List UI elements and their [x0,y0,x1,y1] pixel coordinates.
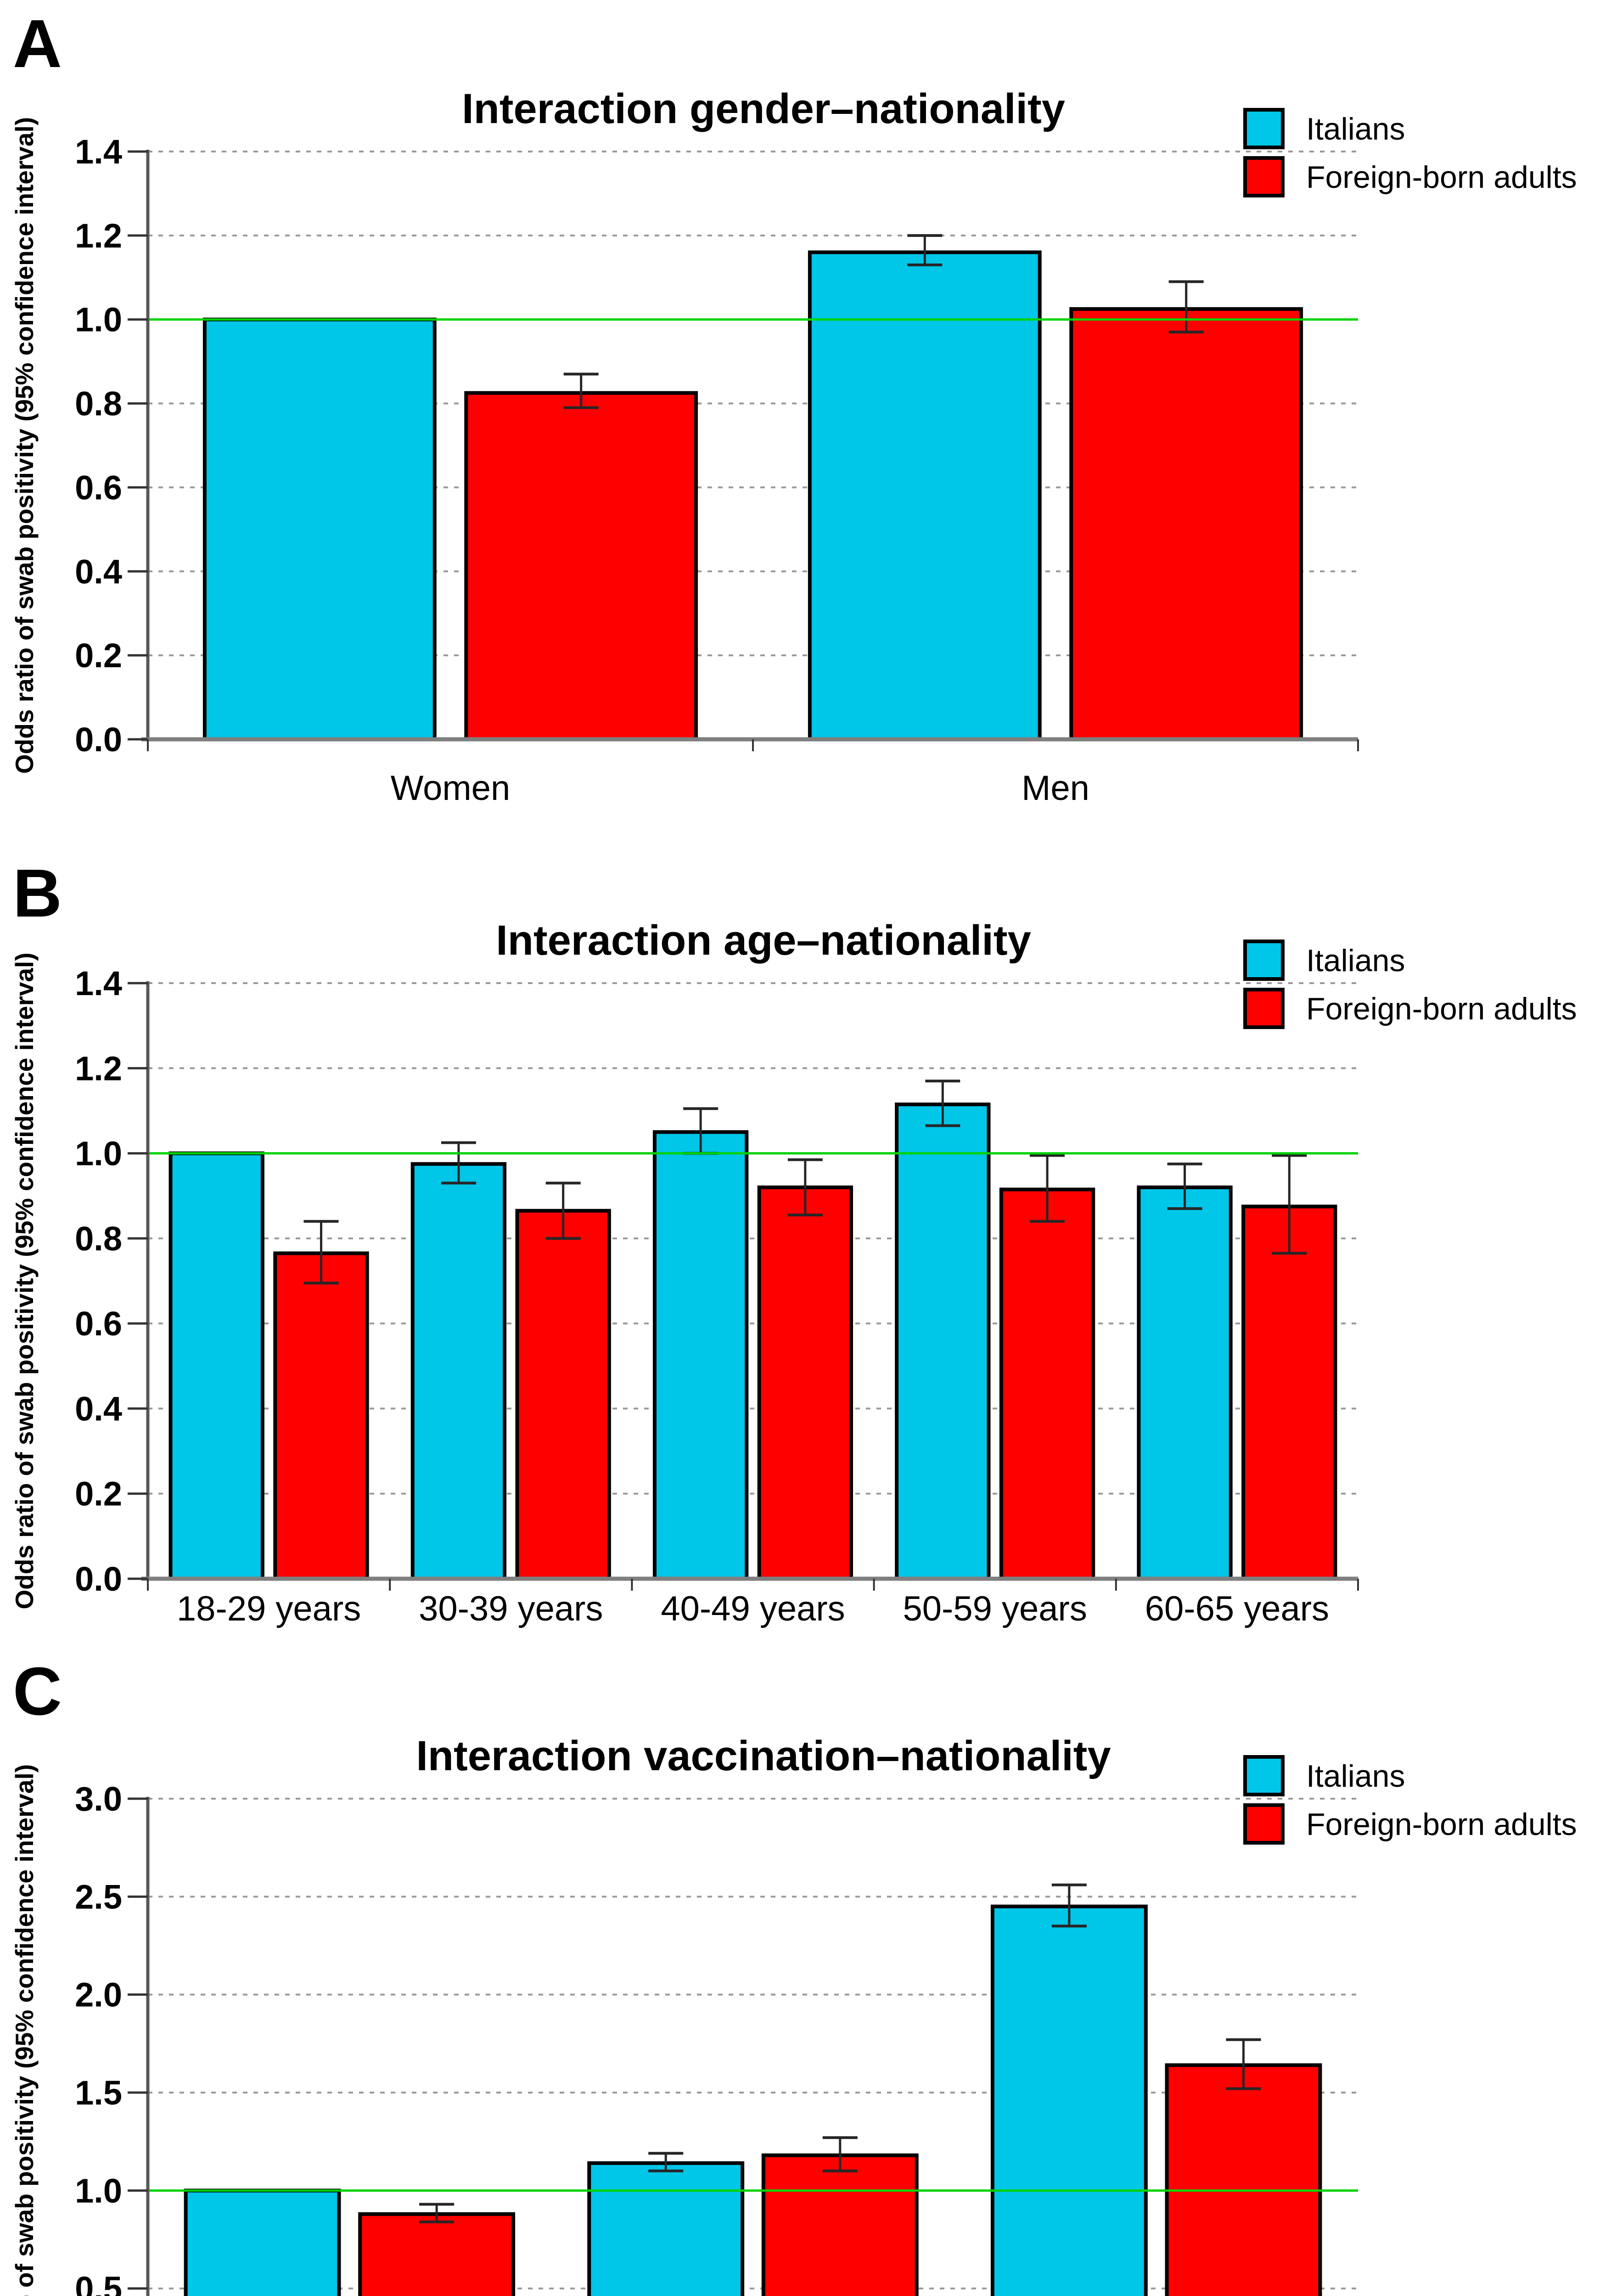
y-tick-label: 2.0 [75,1976,122,2014]
y-tick-label: 0.2 [75,1475,122,1513]
bar-italians-women [202,317,437,741]
chart-title: Interaction age–nationality [496,917,1031,964]
chart-title: Interaction vaccination–nationality [416,1733,1111,1779]
bar-foreign-born-30-39-years [515,1209,611,1581]
y-tick-label: 0.2 [75,636,122,675]
legend-swatch-italians [1243,940,1285,981]
legend-label: Italians [1306,112,1405,146]
legend-label: Italians [1306,1759,1405,1794]
bar-foreign-born-60-65-years [1241,1204,1337,1581]
bar-foreign-born-18-29-years [273,1251,369,1581]
y-tick-label: 1.0 [75,2172,122,2210]
bar-italians-60-65-years [1137,1185,1233,1581]
bar-italians-first-campaign [587,2161,745,2296]
y-tick-label: 1.0 [75,1135,122,1173]
legend-swatch-foreign-born [1243,156,1285,197]
chart-panel-a-gender-nationality: 0.0 0.2 0.4 0.6 0.8 1.0 1.2 1.4 Women Men Interact… [10,85,1577,808]
legend-label: Foreign-born adults [1306,160,1577,195]
bar-italians-before-vaccination [184,2189,341,2296]
y-tick-label: 0.4 [75,552,122,591]
bar-italians-40-49-years [652,1130,749,1581]
y-tick-label: 0.6 [75,468,122,506]
x-category-label: 18-29 years [177,1589,361,1628]
bar-foreign-born-women [464,391,698,741]
x-category-label: Women [391,769,510,808]
bar-foreign-born-before-vaccination [358,2212,516,2296]
legend-label: Foreign-born adults [1306,991,1577,1026]
bar-italians-30-39-years [410,1162,507,1581]
legend-swatch-italians [1243,1755,1285,1796]
x-category-label: Men [1022,769,1089,808]
bar-italians-50-59-years [895,1103,991,1581]
y-tick-label: 3.0 [75,1780,122,1818]
bar-italians-after-vaccination [990,1904,1148,2296]
legend-swatch-italians [1243,108,1285,149]
y-axis-title: Odds ratio of swab positivity (95% confi… [10,952,39,1609]
legend-label: Foreign-born adults [1306,1807,1577,1842]
y-tick-label: 0.0 [75,720,122,759]
legend-swatch-foreign-born [1243,988,1285,1029]
x-category-label: 50-59 years [903,1589,1087,1628]
legend-swatch-foreign-born [1243,1803,1285,1845]
bar-italians-18-29-years [168,1151,264,1581]
y-tick-label: 0.8 [75,385,122,423]
y-tick-label: 1.2 [75,217,122,255]
chart-panel-c-vaccination-nationality: 0.00.51.01.52.02.53.0before vaccinationf… [10,1733,1577,2296]
bar-foreign-born-50-59-years [999,1187,1095,1581]
y-axis-title: Odds ratio of swab positivity (95% confi… [10,1764,39,2296]
panel-letter-c: C [13,1654,62,1729]
y-tick-label: 1.4 [75,133,122,171]
bar-foreign-born-first-campaign [761,2153,919,2296]
y-tick-label: 0.6 [75,1305,122,1343]
y-tick-label: 1.0 [75,301,122,339]
bar-foreign-born-40-49-years [757,1185,853,1581]
x-category-label: 30-39 years [419,1589,603,1628]
y-tick-label: 2.5 [75,1878,122,1916]
y-tick-label: 0.5 [75,2270,122,2296]
x-category-label: 60-65 years [1145,1589,1329,1628]
bar-foreign-born-after-vaccination [1165,2063,1322,2296]
bar-foreign-born-men [1069,307,1303,741]
legend-label: Italians [1306,943,1405,978]
y-axis-title: Odds ratio of swab positivity (95% confi… [10,117,39,774]
y-tick-label: 0.4 [75,1390,122,1428]
chart-title: Interaction gender–nationality [462,85,1065,132]
panel-letter-b: B [13,855,62,931]
x-category-label: 40-49 years [661,1589,845,1628]
chart-panel-b-age-nationality: 0.0 0.2 0.4 0.6 0.8 1.0 1.2 1.4 18-29 years 30-39… [10,917,1577,1628]
panel-letter-a: A [13,6,62,82]
bar-italians-men [808,250,1042,741]
y-tick-label: 1.4 [75,964,122,1002]
y-tick-label: 1.5 [75,2074,122,2112]
y-tick-label: 0.0 [75,1560,122,1598]
y-tick-label: 1.2 [75,1049,122,1087]
y-tick-label: 0.8 [75,1220,122,1258]
